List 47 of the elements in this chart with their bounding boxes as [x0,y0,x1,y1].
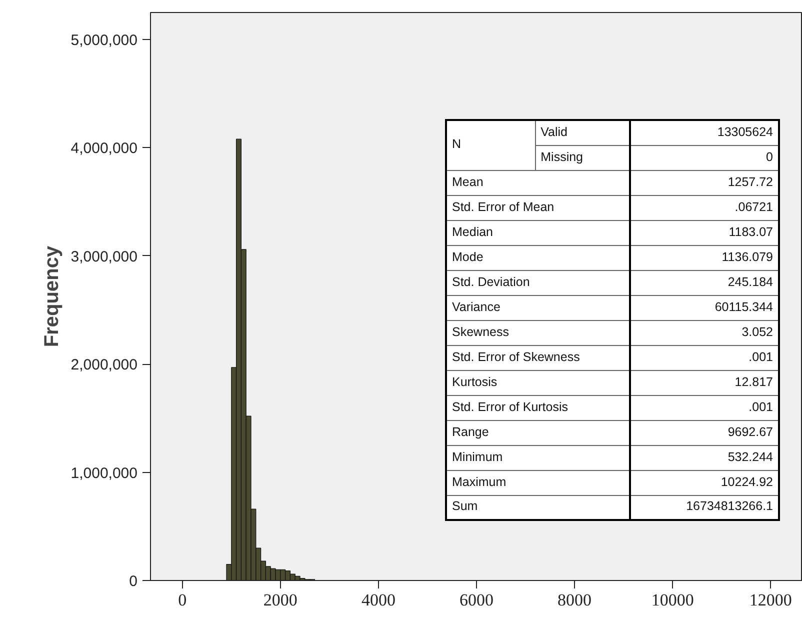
annotation: 532.244 [630,445,779,470]
annotation: Range [446,420,630,445]
annotation: 0 [630,145,779,170]
annotation: Std. Error of Skewness [446,345,630,370]
annotation: Minimum [446,445,630,470]
x-tick-label: 12000 [749,590,792,610]
annotation: 13305624 [630,120,779,145]
annotation: N [446,120,536,170]
x-tick-label: 8000 [558,590,592,610]
annotation: Sum [446,495,630,520]
annotation: Median [446,220,630,245]
y-tick-label: 2,000,000 [70,356,138,374]
x-tick-label: 0 [178,590,187,610]
annotation: 60115.344 [630,295,779,320]
annotation: .001 [630,345,779,370]
annotation: Mode [446,245,630,270]
annotation: Variance [446,295,630,320]
annotation: Mean [446,170,630,195]
x-tick-label: 6000 [460,590,494,610]
y-tick-label: 0 [129,573,138,590]
y-axis-title: Frequency [40,245,63,348]
y-tick-label: 4,000,000 [70,140,138,158]
annotation: 1257.72 [630,170,779,195]
y-tick-label: 1,000,000 [70,464,138,482]
annotation: 245.184 [630,270,779,295]
annotation: Missing [535,145,630,170]
annotation: Valid [535,120,630,145]
y-tick-label: 3,000,000 [70,248,138,266]
annotation: Std. Error of Mean [446,195,630,220]
annotation: 9692.67 [630,420,779,445]
annotation: .001 [630,395,779,420]
annotation: Kurtosis [446,370,630,395]
annotation: 10224.92 [630,470,779,495]
x-tick-label: 10000 [651,590,694,610]
annotation: Maximum [446,470,630,495]
annotation: 3.052 [630,320,779,345]
annotation: 1136.079 [630,245,779,270]
y-tick-label: 5,000,000 [70,32,138,50]
annotation: .06721 [630,195,779,220]
x-tick-label: 2000 [263,590,298,610]
annotation: 16734813266.1 [630,495,779,520]
annotation: 1183.07 [630,220,779,245]
x-tick-label: 4000 [361,590,396,610]
annotation: Std. Deviation [446,270,630,295]
annotation: 12.817 [630,370,779,395]
annotation: Skewness [446,320,630,345]
annotation: Std. Error of Kurtosis [446,395,630,420]
